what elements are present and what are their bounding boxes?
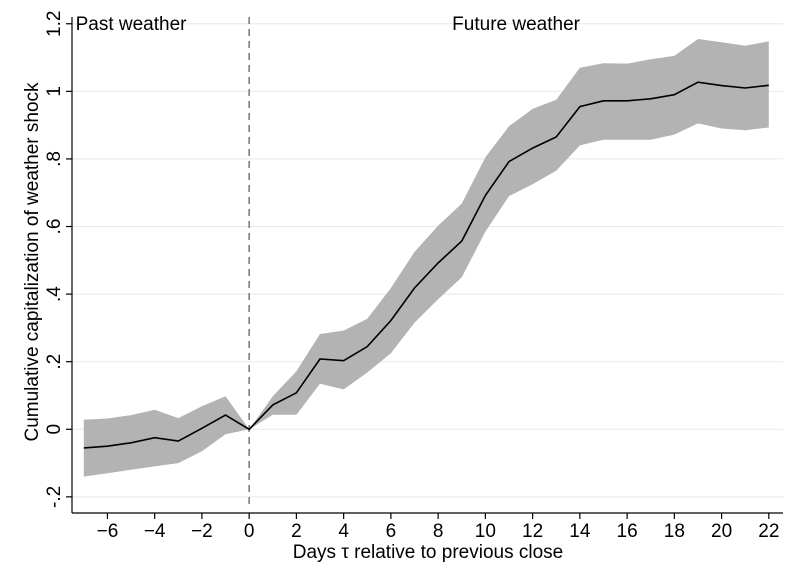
- annotations: Past weather Future weather: [76, 14, 581, 35]
- x-tick-label: 6: [386, 521, 397, 542]
- y-tick-label: 1.2: [44, 11, 65, 37]
- y-tick-label: .2: [44, 354, 65, 370]
- y-tick-label: -.2: [44, 486, 65, 508]
- y-tick-label: .6: [44, 219, 65, 235]
- x-tick-label: 14: [569, 521, 591, 542]
- x-tick-label: 8: [433, 521, 444, 542]
- y-axis-title: Cumulative capitalization of weather sho…: [22, 82, 43, 442]
- y-tick-label: .4: [44, 286, 65, 302]
- x-tick-label: 4: [338, 521, 349, 542]
- x-tick-label: −4: [144, 521, 166, 542]
- x-tick-label: −2: [191, 521, 213, 542]
- x-tick-label: 2: [291, 521, 302, 542]
- x-ticks: −6 −4 −2 0 2 4 6 8 10 12 14 16 18 20 22: [97, 513, 779, 542]
- annotation-label: Future weather: [452, 14, 580, 35]
- x-tick-label: 12: [522, 521, 543, 542]
- y-tick-label: 1: [44, 86, 65, 97]
- axes: [71, 17, 783, 514]
- x-tick-label: 22: [758, 521, 779, 542]
- series-line: [83, 81, 769, 449]
- x-tick-label: 20: [711, 521, 732, 542]
- x-tick-label: 18: [664, 521, 685, 542]
- y-ticks: -.2 0 .2 .4 .6 .8 1 1.2: [44, 11, 72, 508]
- x-tick-label: 0: [244, 521, 255, 542]
- y-tick-label: 0: [44, 424, 65, 435]
- x-tick-label: 10: [475, 521, 496, 542]
- x-axis-title: Days τ relative to previous close: [293, 542, 563, 563]
- x-tick-label: −6: [97, 521, 119, 542]
- x-tick-label: 16: [617, 521, 638, 542]
- y-tick-label: .8: [44, 151, 65, 167]
- confidence-band: [83, 39, 769, 477]
- annotation-label: Past weather: [76, 14, 188, 35]
